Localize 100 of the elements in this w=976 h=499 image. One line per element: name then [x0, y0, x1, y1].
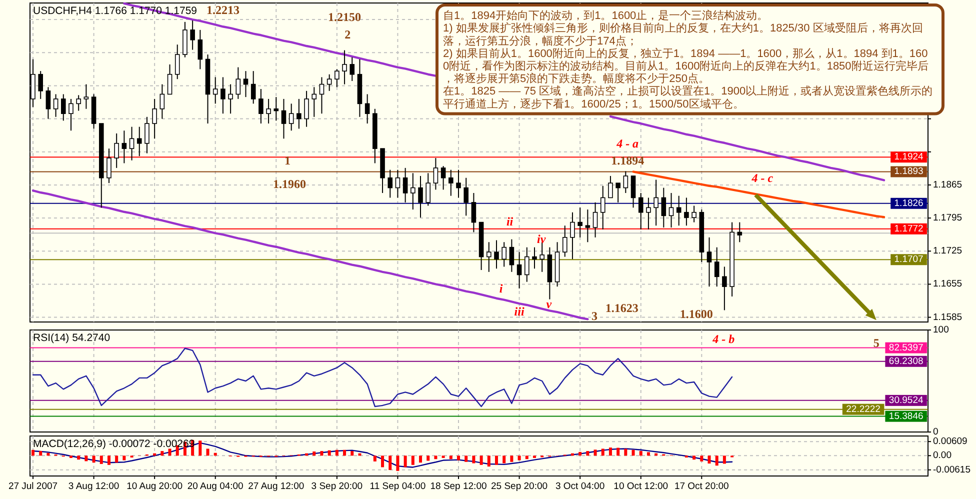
- bar: [608, 448, 612, 456]
- candlestick: [433, 158, 438, 190]
- candlestick: [212, 76, 218, 104]
- bar: [115, 456, 118, 463]
- y-tick-label: -0.00615: [933, 464, 971, 476]
- bar: [312, 451, 316, 456]
- bar: [335, 450, 338, 456]
- annotation: 1.1960: [272, 177, 306, 192]
- candlestick: [167, 64, 172, 95]
- candlestick: [464, 177, 469, 216]
- y-tick-label: 1.1655: [933, 278, 962, 290]
- candlestick: [84, 84, 89, 110]
- x-tick-label: 17 Oct 20:00: [674, 481, 729, 492]
- annotation: 2: [344, 28, 351, 42]
- candlestick: [114, 132, 119, 168]
- annotation: 4 - c: [750, 170, 774, 185]
- bar: [46, 452, 50, 456]
- bar: [39, 451, 42, 456]
- bar: [502, 456, 506, 464]
- y-tick-label: 100: [933, 324, 949, 336]
- candlestick: [502, 242, 506, 268]
- candlestick: [364, 94, 370, 124]
- y-tick-label: 1.1865: [933, 179, 962, 190]
- y-tick-label: 0.00609: [933, 436, 968, 448]
- bar: [510, 456, 514, 462]
- bar: [457, 456, 460, 460]
- candlestick: [661, 187, 666, 228]
- candlestick: [326, 74, 332, 92]
- candlestick: [129, 126, 134, 161]
- candlestick: [266, 98, 271, 124]
- bar: [100, 456, 103, 464]
- candlestick: [578, 207, 582, 238]
- candlestick: [228, 84, 233, 114]
- candlestick: [334, 68, 340, 88]
- candlestick: [570, 212, 575, 260]
- y-tick-label: 0: [933, 426, 938, 438]
- candlestick: [524, 246, 530, 282]
- candlestick: [418, 175, 423, 218]
- candlestick: [448, 169, 454, 196]
- annotation: 1.2213: [206, 3, 240, 18]
- bar: [426, 456, 430, 461]
- x-tick-label: 3 Oct 04:00: [556, 481, 605, 492]
- candlestick: [486, 242, 492, 272]
- annotation: 1.1894: [611, 153, 644, 168]
- candlestick: [456, 169, 461, 198]
- annotation: 4 - a: [616, 136, 639, 150]
- candlestick: [722, 266, 727, 311]
- candlestick: [106, 148, 112, 184]
- x-tick-label: 25 Sep 20:00: [491, 481, 548, 492]
- bar: [708, 456, 711, 464]
- candlestick: [304, 90, 309, 128]
- annotation: iii: [514, 304, 525, 319]
- chart-title: USDCHF,H4 1.1766 1.1770 1.1759: [33, 5, 198, 17]
- ref-line-label: 1.1707: [894, 254, 924, 266]
- bar: [328, 450, 331, 456]
- candlestick: [402, 167, 408, 203]
- bar: [92, 456, 96, 463]
- y-tick-label: 1.1725: [933, 246, 962, 257]
- candlestick: [410, 172, 416, 210]
- annotation: 自1。1894开始向下的波动，到1。1600止，是一个三浪结构波动。: [443, 9, 768, 22]
- annotation: 2) 如果目前从1。1600附近向上的反复，独立于1。1894 ——1。1600，那么，从1。1894 到1。1600附近，看作为图示标注的波动结构。目前从1。1600附近向上的反弹在大约1。1850附近运行完毕后，将逐步展开第5浪的下跌走势。幅度将不少于250点。: [443, 46, 928, 86]
- bar: [320, 451, 324, 456]
- bar: [692, 456, 696, 460]
- ref-line-label: 30.9524: [888, 394, 924, 406]
- annotation: 3: [592, 308, 598, 323]
- bar: [594, 450, 597, 456]
- x-tick-label: 10 Oct 12:00: [614, 481, 668, 492]
- bar: [632, 450, 635, 456]
- candlestick: [243, 70, 248, 98]
- candlestick: [623, 170, 628, 194]
- bar: [518, 456, 521, 460]
- candlestick: [258, 88, 264, 124]
- x-tick-label: 27 Aug 12:00: [248, 481, 304, 492]
- bar: [722, 456, 726, 464]
- candlestick: [654, 179, 658, 226]
- candlestick: [509, 238, 514, 272]
- candlestick: [250, 70, 256, 104]
- bar: [411, 456, 414, 465]
- line-series: [632, 170, 886, 218]
- line-series: [32, 348, 733, 408]
- annotation: 1.2150: [328, 10, 362, 24]
- candlestick: [668, 192, 674, 228]
- candlestick: [395, 169, 400, 198]
- x-tick-label: 11 Sep 04:00: [370, 481, 426, 492]
- bar: [168, 448, 172, 456]
- candlestick: [608, 175, 613, 198]
- candlestick: [714, 246, 720, 288]
- bar: [639, 451, 642, 456]
- annotation: v: [546, 297, 552, 312]
- ref-line-label: 82.5397: [888, 342, 924, 354]
- bar: [404, 456, 407, 468]
- x-tick-label: 20 Aug 04:00: [187, 481, 244, 492]
- candlestick: [190, 20, 195, 50]
- candlestick: [198, 29, 203, 70]
- ref-line-label: 22.2222: [846, 404, 880, 415]
- bar: [206, 448, 210, 456]
- candlestick: [676, 195, 682, 226]
- candlestick: [342, 50, 347, 85]
- candlestick: [350, 56, 355, 82]
- bar: [487, 456, 490, 467]
